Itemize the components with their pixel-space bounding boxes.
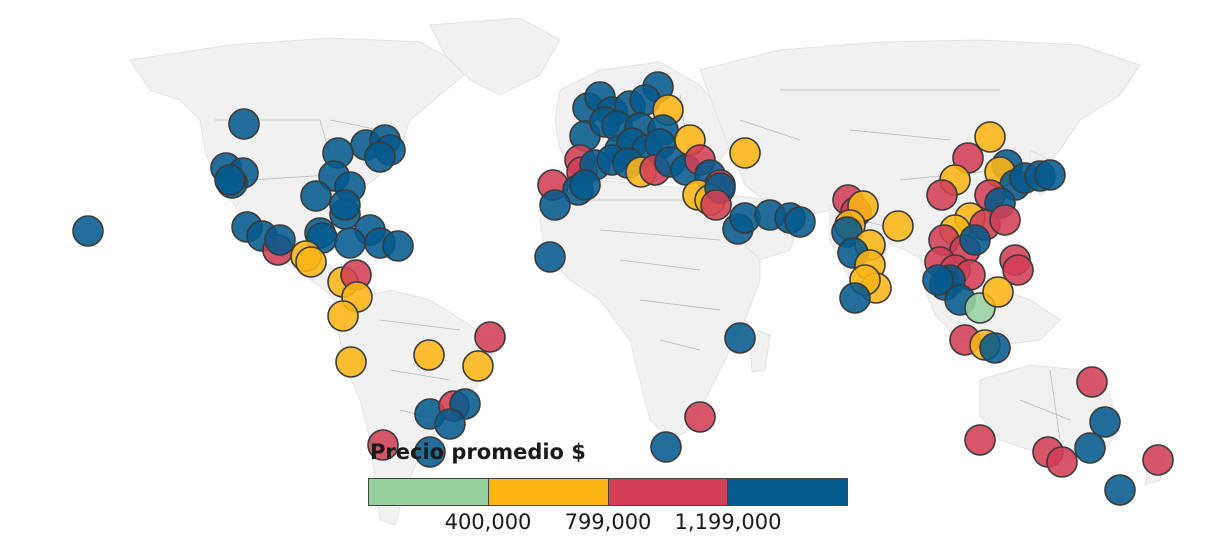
price-marker[interactable] [1076, 366, 1108, 398]
price-marker[interactable] [334, 227, 366, 259]
legend-title: Precio promedio $ [370, 440, 586, 464]
price-marker[interactable] [922, 264, 954, 296]
price-marker[interactable] [569, 169, 601, 201]
price-marker[interactable] [327, 300, 359, 332]
price-marker[interactable] [926, 179, 958, 211]
price-marker[interactable] [367, 429, 399, 461]
price-marker[interactable] [414, 436, 446, 468]
legend-bin-low [369, 479, 489, 505]
price-marker[interactable] [784, 206, 816, 238]
legend-bin-mid-low [488, 479, 609, 505]
price-marker[interactable] [989, 204, 1021, 236]
price-marker[interactable] [1002, 254, 1034, 286]
price-markers [72, 71, 1174, 506]
price-marker[interactable] [214, 164, 246, 196]
price-marker[interactable] [72, 215, 104, 247]
north-america-landmass [129, 37, 471, 256]
price-marker[interactable] [882, 210, 914, 242]
price-marker[interactable] [413, 339, 445, 371]
price-marker[interactable] [724, 322, 756, 354]
legend-color-bar [368, 478, 848, 506]
price-marker[interactable] [329, 189, 361, 221]
price-marker[interactable] [434, 408, 466, 440]
price-marker[interactable] [1046, 446, 1078, 478]
legend-bin-high [728, 479, 847, 505]
price-marker[interactable] [300, 180, 332, 212]
price-marker[interactable] [382, 230, 414, 262]
legend-tick-2: 799,000 [564, 510, 652, 534]
price-marker[interactable] [539, 189, 571, 221]
price-marker[interactable] [1074, 432, 1106, 464]
price-marker[interactable] [700, 189, 732, 221]
price-marker[interactable] [729, 137, 761, 169]
price-marker[interactable] [534, 241, 566, 273]
price-marker[interactable] [684, 401, 716, 433]
price-marker[interactable] [1034, 159, 1066, 191]
price-marker[interactable] [839, 282, 871, 314]
price-marker[interactable] [1089, 406, 1121, 438]
price-marker[interactable] [264, 224, 296, 256]
price-marker[interactable] [982, 276, 1014, 308]
price-marker[interactable] [964, 424, 996, 456]
price-marker[interactable] [1104, 474, 1136, 506]
greenland-landmass [429, 17, 561, 96]
price-marker[interactable] [364, 141, 396, 173]
price-marker[interactable] [1142, 444, 1174, 476]
price-marker[interactable] [228, 108, 260, 140]
legend-tick-1: 400,000 [444, 510, 532, 534]
price-marker[interactable] [335, 346, 367, 378]
price-marker[interactable] [974, 121, 1006, 153]
price-marker[interactable] [979, 332, 1011, 364]
price-marker[interactable] [474, 321, 506, 353]
price-marker[interactable] [650, 431, 682, 463]
price-marker[interactable] [295, 246, 327, 278]
price-marker[interactable] [959, 224, 991, 256]
legend-bin-mid-high [608, 479, 729, 505]
legend-tick-3: 1,199,000 [674, 510, 782, 534]
price-marker[interactable] [462, 350, 494, 382]
